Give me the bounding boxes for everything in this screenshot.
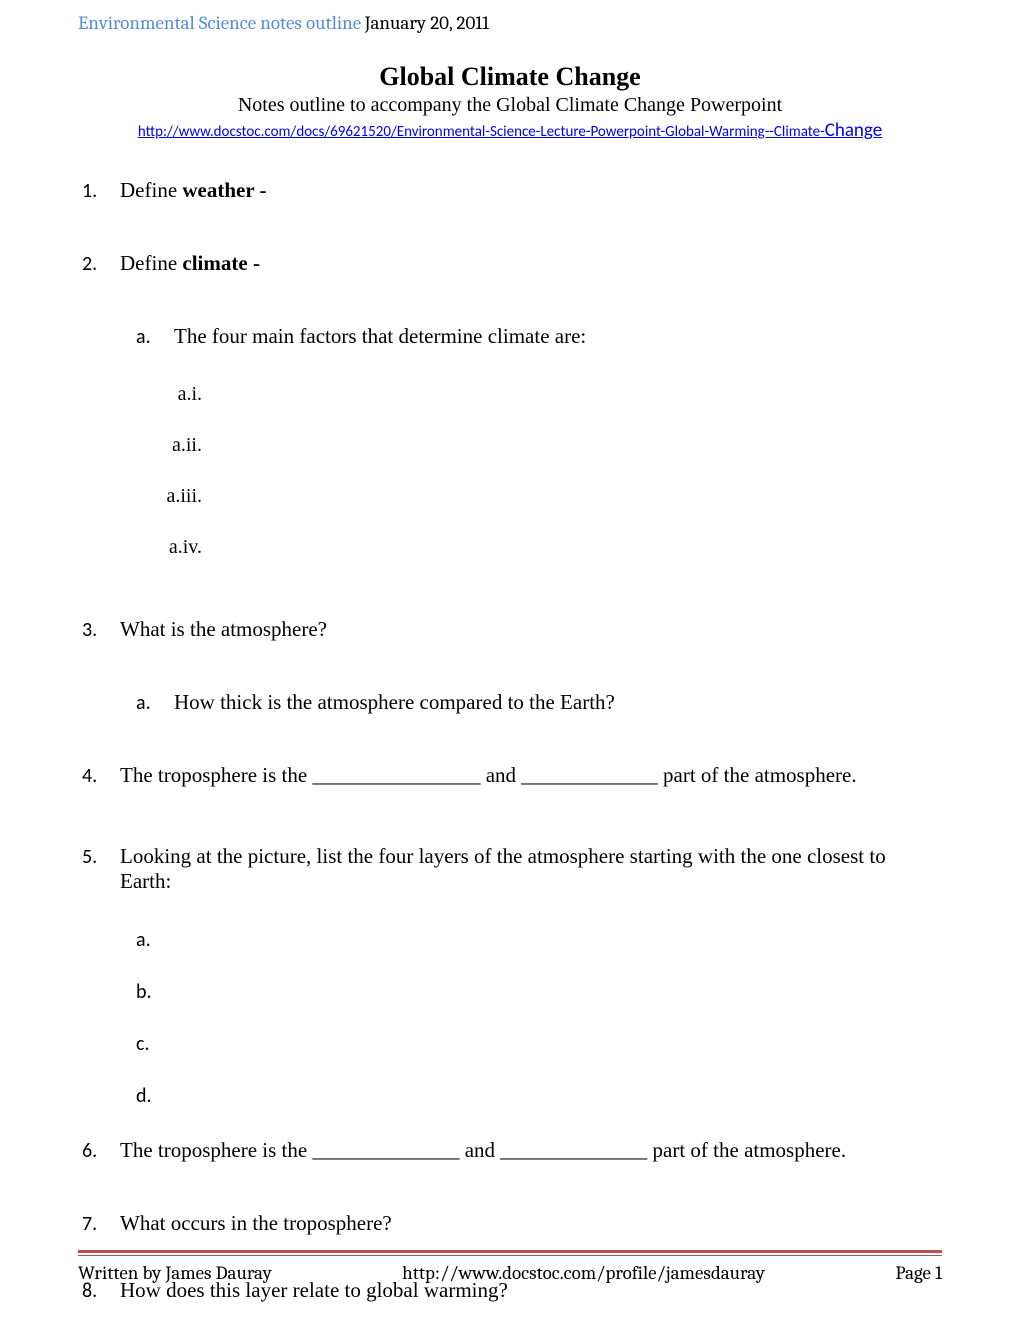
outline-item: a.The four main factors that determine c…	[78, 324, 942, 349]
item-text: Looking at the picture, list the four la…	[120, 844, 942, 894]
footer-rule-bottom	[78, 1255, 942, 1256]
item-marker: d.	[132, 1084, 174, 1108]
footer-author: Written by James Dauray	[78, 1262, 272, 1284]
item-marker: 7.	[78, 1212, 120, 1236]
page-footer: Written by James Dauray http://www.docst…	[78, 1250, 942, 1284]
header-date: January 20, 2011	[365, 12, 489, 34]
item-text: How thick is the atmosphere compared to …	[174, 690, 615, 715]
item-marker: 6.	[78, 1139, 120, 1163]
outline-item: a.iv.	[78, 536, 942, 559]
item-text: The troposphere is the ______________ an…	[120, 1138, 846, 1163]
item-marker: a.	[132, 691, 174, 715]
item-marker: a.	[132, 325, 174, 349]
item-marker: c.	[132, 1032, 174, 1056]
page-header: Environmental Science notes outline Janu…	[78, 12, 942, 34]
item-marker: a.iii.	[152, 485, 224, 508]
outline-item: a.iii.	[78, 485, 942, 508]
footer-rule-top	[78, 1250, 942, 1253]
item-text: Define climate -	[120, 251, 260, 276]
link-text-main: http://www.docstoc.com/docs/69621520/Env…	[138, 123, 825, 141]
outline-item: 1.Define weather -	[78, 178, 942, 203]
item-marker: a.ii.	[152, 434, 224, 457]
outline-item: d.	[78, 1084, 942, 1108]
outline-item: a.	[78, 928, 942, 952]
item-marker: 5.	[78, 845, 120, 869]
outline-item: 3.What is the atmosphere?	[78, 617, 942, 642]
footer-text: Written by James Dauray http://www.docst…	[78, 1262, 942, 1284]
document-title: Global Climate Change	[78, 62, 942, 92]
item-marker: 2.	[78, 252, 120, 276]
item-marker: 1.	[78, 179, 120, 203]
item-marker: a.	[132, 928, 174, 952]
item-text: The troposphere is the ________________ …	[120, 763, 857, 788]
outline-item: 6.The troposphere is the ______________ …	[78, 1138, 942, 1163]
item-text: What is the atmosphere?	[120, 617, 327, 642]
item-text: The four main factors that determine cli…	[174, 324, 586, 349]
outline-item: 5.Looking at the picture, list the four …	[78, 844, 942, 894]
item-marker: 3.	[78, 618, 120, 642]
footer-page: Page 1	[895, 1262, 942, 1284]
item-text: What occurs in the troposphere?	[120, 1211, 392, 1236]
document-subtitle: Notes outline to accompany the Global Cl…	[78, 94, 942, 117]
outline-item: 2.Define climate -	[78, 251, 942, 276]
outline-item: a.How thick is the atmosphere compared t…	[78, 690, 942, 715]
resource-link[interactable]: http://www.docstoc.com/docs/69621520/Env…	[78, 119, 942, 142]
item-marker: a.i.	[152, 383, 224, 406]
item-marker: b.	[132, 980, 174, 1004]
outline-item: a.i.	[78, 383, 942, 406]
item-text: Define weather -	[120, 178, 267, 203]
outline-item: c.	[78, 1032, 942, 1056]
outline-item: 4.The troposphere is the _______________…	[78, 763, 942, 788]
link-text-suffix: Change	[825, 119, 882, 142]
item-marker: 4.	[78, 764, 120, 788]
footer-url: http://www.docstoc.com/profile/jamesdaur…	[402, 1262, 765, 1284]
outline-item: a.ii.	[78, 434, 942, 457]
outline-item: b.	[78, 980, 942, 1004]
outline-container: 1.Define weather -2.Define climate -a.Th…	[78, 178, 942, 1303]
item-marker: a.iv.	[152, 536, 224, 559]
header-title: Environmental Science notes outline	[78, 12, 361, 34]
outline-item: 7.What occurs in the troposphere?	[78, 1211, 942, 1236]
